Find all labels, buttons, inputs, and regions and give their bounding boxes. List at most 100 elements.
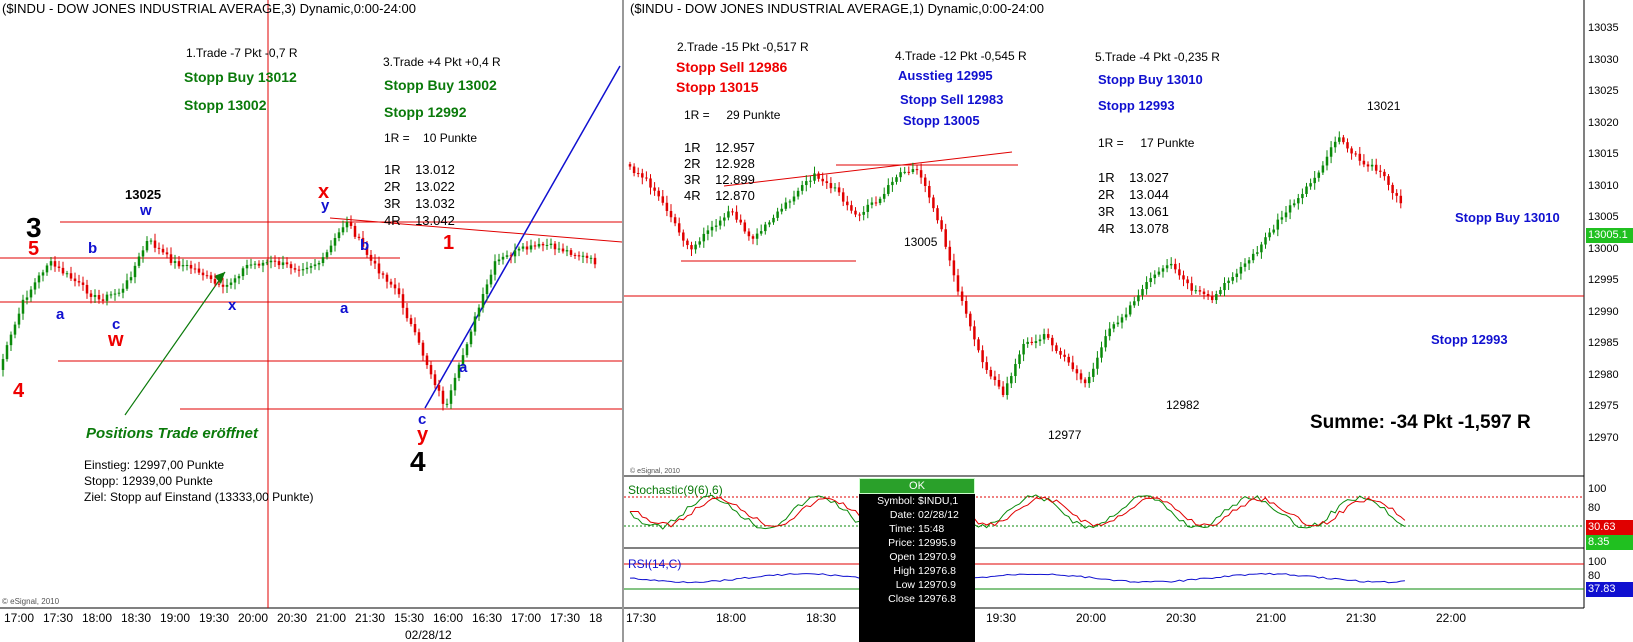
- candle-body: [919, 170, 923, 178]
- candle-body: [1005, 383, 1009, 396]
- candle-body: [1387, 176, 1390, 185]
- rsi-tick-100: 100: [1588, 556, 1607, 568]
- candle-body: [253, 263, 257, 265]
- candle-body: [1067, 356, 1070, 363]
- candle-body: [677, 223, 681, 233]
- candle-body: [265, 262, 269, 264]
- candle-body: [357, 236, 361, 238]
- wave-label-b1: b: [88, 240, 98, 257]
- trade3-level: 1R 13.012: [384, 162, 455, 177]
- candle-body: [997, 379, 1001, 387]
- right-y-tick: 13035: [1588, 22, 1619, 34]
- side-stop-buy: Stopp Buy 13010: [1455, 210, 1560, 225]
- candle-body: [923, 177, 927, 186]
- candle-body: [669, 210, 673, 218]
- candle-body: [1251, 253, 1255, 261]
- candle-body: [573, 254, 577, 256]
- candle-body: [1120, 317, 1124, 323]
- candle-body: [245, 264, 249, 269]
- candle-body: [93, 295, 97, 297]
- candle-body: [714, 225, 718, 227]
- candle-body: [485, 284, 489, 294]
- trade3-stop-buy: Stopp Buy 13002: [384, 77, 497, 93]
- right-x-tick: 22:00: [1436, 611, 1467, 625]
- candle-body: [800, 185, 804, 191]
- candle-body: [936, 208, 939, 221]
- candle-body: [1133, 301, 1136, 306]
- left-x-tick: 18:30: [121, 611, 152, 625]
- candle-body: [1309, 183, 1312, 187]
- popup-row: Time: 15:48: [859, 522, 975, 536]
- candle-body: [193, 268, 197, 270]
- candle-body: [561, 248, 565, 252]
- candle-body: [293, 268, 297, 270]
- candle-body: [784, 202, 788, 209]
- high-price-label: 13025: [125, 187, 162, 202]
- candle-body: [257, 263, 261, 266]
- right-y-tick: 13030: [1588, 53, 1619, 66]
- candle-body: [1272, 229, 1275, 233]
- candle-body: [329, 245, 333, 253]
- candle-body: [129, 277, 133, 281]
- wave-label-a2: a: [340, 300, 349, 317]
- wave-label-c1: c: [112, 316, 121, 333]
- candle-body: [201, 272, 205, 276]
- candle-body: [702, 233, 706, 242]
- candle-body: [141, 250, 145, 257]
- candle-body: [145, 240, 149, 251]
- candle-body: [1313, 177, 1316, 184]
- popup-row: Price: 12995.9: [859, 536, 975, 550]
- candle-body: [269, 260, 273, 263]
- candle-body: [1169, 263, 1173, 266]
- left-x-tick: 21:30: [355, 611, 386, 625]
- left-x-tick: 18:00: [82, 611, 113, 625]
- candle-body: [1137, 295, 1140, 302]
- candle-body: [461, 355, 465, 365]
- left-x-tick: 17:30: [550, 611, 581, 625]
- candle-body: [907, 171, 911, 173]
- candle-body: [1059, 350, 1062, 355]
- candle-body: [768, 222, 771, 225]
- wave-label-4-low: 4: [13, 380, 25, 402]
- left-x-tick: 20:00: [238, 611, 269, 625]
- left-x-tick: 21:00: [316, 611, 347, 625]
- trade3-level: 3R 13.032: [384, 196, 455, 211]
- candle-body: [1215, 294, 1218, 301]
- candle-body: [29, 289, 33, 298]
- candle-body: [177, 261, 181, 267]
- popup-ok-button[interactable]: OK: [859, 478, 975, 494]
- candle-body: [1329, 147, 1333, 157]
- candle-body: [764, 224, 767, 232]
- candle-body: [1292, 203, 1296, 206]
- candle-body: [1096, 357, 1099, 369]
- candle-body: [1071, 362, 1075, 370]
- right-x-tick: 17:30: [626, 611, 657, 625]
- candle-body: [1231, 277, 1234, 281]
- trade4-exit: Ausstieg 12995: [898, 68, 993, 83]
- positions-arrow-line: [124, 271, 226, 416]
- candle-body: [165, 252, 169, 255]
- candle-body: [956, 275, 960, 292]
- candle-body: [185, 264, 189, 266]
- candle-body: [1395, 193, 1398, 196]
- trade4-stop: Stopp 13005: [903, 113, 980, 128]
- candle-body: [381, 273, 385, 275]
- stoch-value-k: 8.35: [1586, 535, 1633, 550]
- right-price-chart: [624, 0, 1585, 609]
- candle-body: [1075, 369, 1079, 374]
- right-y-tick: 13005: [1588, 211, 1619, 223]
- candle-body: [421, 342, 425, 356]
- popup-value: 12976.8: [918, 593, 956, 605]
- candle-body: [960, 291, 964, 301]
- candle-body: [437, 385, 441, 391]
- candle-body: [37, 275, 41, 283]
- candle-body: [205, 275, 209, 277]
- candle-body: [549, 243, 553, 245]
- candle-body: [225, 284, 229, 287]
- candle-body: [21, 299, 25, 314]
- candle-body: [1034, 341, 1038, 343]
- popup-value: 02/28/12: [918, 509, 959, 521]
- candle-body: [1243, 263, 1247, 267]
- trade1-stop-buy: Stopp Buy 13012: [184, 69, 297, 85]
- data-window-popup[interactable]: OK Symbol: $INDU,1 Date: 02/28/12 Time: 15:…: [859, 478, 975, 642]
